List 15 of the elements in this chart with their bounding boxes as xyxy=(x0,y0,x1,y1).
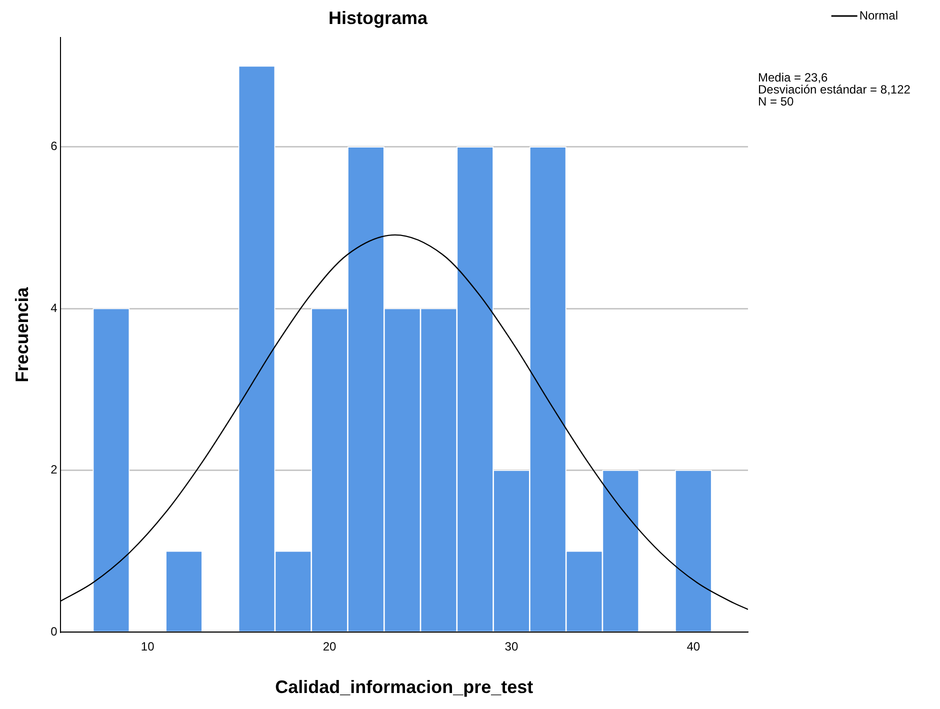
text: Desviación estándar = 8,122 xyxy=(758,82,911,96)
x-axis-title: Calidad_informacion_pre_test xyxy=(275,677,534,698)
y-tick-label: 6 xyxy=(50,139,58,154)
text: N = 50 xyxy=(758,94,794,108)
x-tick-label: 40 xyxy=(686,640,700,654)
y-tick-label: 0 xyxy=(50,624,58,638)
chart-title: Histograma xyxy=(328,8,428,28)
text: Media = 23,6 xyxy=(758,70,828,84)
legend-label: Normal xyxy=(859,8,898,22)
x-tick-label: 30 xyxy=(504,640,518,654)
y-tick-label: 4 xyxy=(50,300,58,315)
x-tick-label: 10 xyxy=(140,640,155,654)
y-tick-label: 2 xyxy=(50,462,58,477)
x-tick-label: 20 xyxy=(322,640,337,654)
y-axis-title: Frecuencia xyxy=(12,286,32,382)
